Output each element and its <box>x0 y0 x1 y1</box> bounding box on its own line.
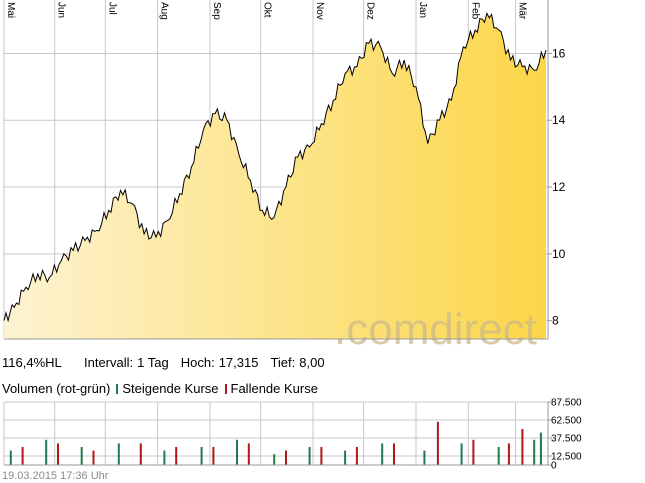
comdirect-watermark: .comdirect <box>334 305 537 352</box>
volume-bar-falling <box>393 443 395 465</box>
volume-chart: 012.500 37.500 62.500 87.500 <box>3 398 582 471</box>
volume-bar-falling <box>285 450 287 465</box>
volume-bar-rising <box>163 450 166 465</box>
x-tick-label: Jun <box>56 2 67 18</box>
volume-bar-rising <box>80 447 83 465</box>
volume-bar-rising <box>423 450 426 465</box>
volume-y-tick-label: 62.500 <box>551 416 582 427</box>
x-tick-label: Jul <box>106 2 117 15</box>
volume-y-tick-label: 37.500 <box>551 434 582 445</box>
y-tick-label: 16 <box>552 46 566 60</box>
volume-y-tick-label: 87.500 <box>551 398 582 409</box>
y-tick-label: 12 <box>552 180 566 194</box>
rising-legend-label: Steigende Kurse <box>122 381 219 396</box>
x-tick-label: Dez <box>365 2 376 20</box>
x-tick-label: Feb <box>469 2 480 20</box>
volume-bar-rising <box>344 450 347 465</box>
volume-bar-rising <box>381 443 384 465</box>
x-tick-label: Sep <box>211 2 222 20</box>
volume-bar-rising <box>117 443 120 465</box>
interval-label: Intervall: <box>84 355 134 370</box>
volume-bar-falling <box>21 447 24 465</box>
volume-bar-rising <box>497 447 500 465</box>
footer-timestamp: 19.03.2015 17:36 Uhr <box>2 470 109 482</box>
volume-y-tick-label: 12.500 <box>551 452 582 463</box>
volume-bar-rising <box>45 439 48 465</box>
volume-bar-rising <box>236 439 238 465</box>
volume-bar-falling <box>247 443 250 465</box>
volume-bar-falling <box>139 443 142 465</box>
volume-bar-rising <box>533 439 536 465</box>
x-tick-label: Nov <box>314 2 325 20</box>
x-tick-label: Jan <box>417 2 428 18</box>
y-tick-label: 10 <box>552 247 566 261</box>
x-tick-label: Mai <box>5 2 16 18</box>
x-tick-label: Okt <box>262 2 273 18</box>
volume-bar-rising <box>273 454 276 465</box>
volume-bar-falling <box>92 450 95 465</box>
volume-bar-rising <box>200 447 203 465</box>
low-label: Tief: <box>270 355 296 370</box>
x-tick-label: Aug <box>159 2 170 20</box>
volume-title: Volumen (rot-grün) <box>2 381 111 396</box>
price-area <box>4 13 546 340</box>
volume-bar-rising <box>539 432 542 465</box>
y-tick-label: 14 <box>552 113 566 127</box>
interval-value: 1 Tag <box>137 355 169 370</box>
volume-bar-falling <box>521 429 524 465</box>
rising-legend-marker <box>116 384 119 394</box>
volume-bar-falling <box>355 447 358 465</box>
price-chart: .comdirect Mai Jun Jul Aug Sep Okt Nov Dez Jan Fe… <box>3 0 566 352</box>
high-value: 17,315 <box>218 355 259 370</box>
volume-bar-falling <box>320 447 323 465</box>
volume-bar-falling <box>212 447 215 465</box>
volume-legend: Volumen (rot-grün) Steigende Kurse Fallend… <box>2 381 642 397</box>
y-tick-label: 8 <box>552 314 559 328</box>
volume-y-tick-label: 0 <box>551 461 557 471</box>
falling-legend-marker <box>224 384 227 394</box>
x-tick-label: Mär <box>517 2 528 20</box>
volume-bar-rising <box>9 450 12 465</box>
performance-value: 116,4%HL <box>2 355 62 370</box>
volume-bar-falling <box>57 443 59 465</box>
volume-bar-falling <box>436 421 439 465</box>
volume-bar-falling <box>507 443 510 465</box>
volume-bar-falling <box>175 447 178 465</box>
volume-bar-falling <box>472 439 475 465</box>
low-value: 8,00 <box>299 355 325 370</box>
stats-bar: 116,4%HL Intervall: 1 Tag Hoch: 17,315 Tief: 8… <box>2 355 642 371</box>
falling-legend-label: Fallende Kurse <box>230 381 318 396</box>
volume-bar-rising <box>308 447 311 465</box>
volume-bar-rising <box>460 443 463 465</box>
high-label: Hoch: <box>180 355 215 370</box>
price-line <box>3 12 547 323</box>
